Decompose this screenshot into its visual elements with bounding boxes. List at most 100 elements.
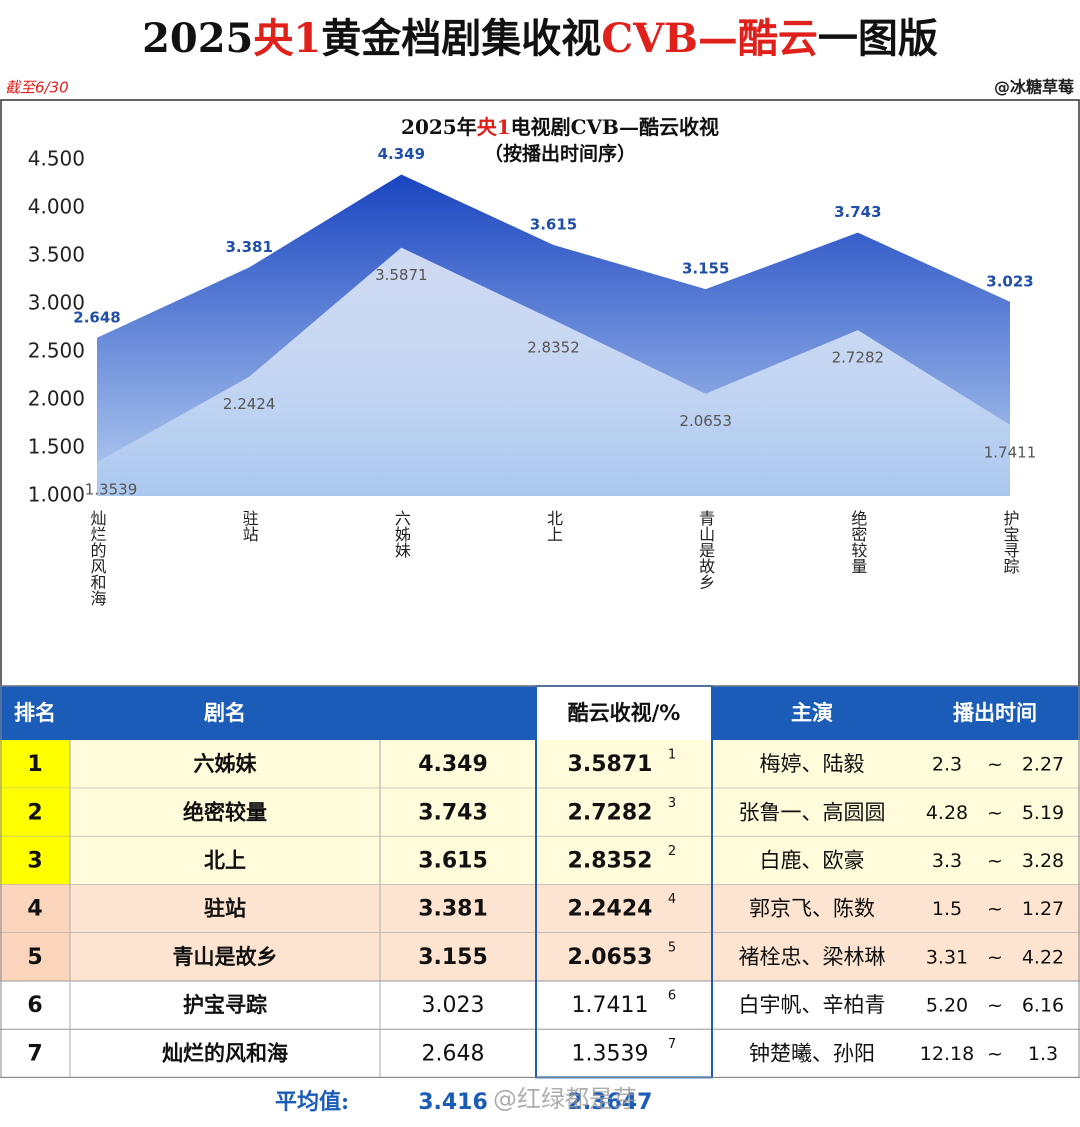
rank: 4	[27, 897, 42, 922]
cvb-average: 3.416	[418, 1090, 488, 1115]
rank-bg	[0, 932, 70, 981]
value-label: 2.2424	[223, 395, 276, 413]
drama-name: 绝密较量	[183, 800, 267, 824]
x-tick-label: 护宝寻踪	[1001, 510, 1020, 575]
end-date: 1.27	[1022, 898, 1064, 920]
chart-subtitle: （按播出时间序）	[484, 142, 636, 165]
cvb: 3.023	[422, 993, 485, 1018]
cvb: 3.615	[418, 849, 488, 874]
actors: 白鹿、欧豪	[760, 849, 865, 873]
kuyun: 3.5871	[568, 752, 653, 777]
title-part: 黄金档剧集收视	[321, 15, 601, 62]
cvb: 3.155	[418, 945, 488, 970]
x-tick-label: 驻站	[240, 510, 259, 542]
start-date: 5.20	[926, 995, 968, 1017]
value-label: 3.023	[986, 272, 1033, 290]
y-tick-label: 3.000	[28, 291, 85, 315]
cvb: 3.381	[418, 897, 488, 922]
title-part: 央1	[253, 15, 321, 62]
drama-name: 驻站	[204, 897, 246, 921]
y-tick-label: 2.000	[28, 387, 85, 411]
header-cell: 排名	[14, 701, 56, 725]
kuyun: 2.2424	[568, 897, 653, 922]
end-date: 1.3	[1028, 1043, 1058, 1065]
y-tick-label: 4.500	[28, 147, 85, 171]
end-date: 4.22	[1022, 946, 1064, 968]
title-part: 2025年	[401, 115, 477, 139]
rank-bg	[0, 884, 70, 933]
table: 排名 剧名 酷云收视/% 主演 播出时间 1 六姊妹 4.349 3.5871 1 梅婷、陆毅 2.3…	[0, 685, 1080, 1079]
y-tick-label: 4.000	[28, 195, 85, 219]
separator: ~	[987, 754, 1003, 776]
header-cell: 播出时间	[953, 701, 1037, 725]
table-frame	[0, 685, 1080, 1078]
start-date: 2.3	[932, 754, 962, 776]
x-tick-label: 灿烂的风和海	[88, 510, 107, 606]
cvb: 4.349	[418, 752, 488, 777]
rank: 5	[27, 945, 42, 970]
row-bg	[0, 884, 1080, 933]
value-label: 3.381	[225, 238, 272, 256]
title-part: 电视剧CVB—酷云收视	[511, 115, 719, 139]
rank: 6	[27, 993, 42, 1018]
start-date: 1.5	[932, 898, 962, 920]
rank: 3	[27, 849, 42, 874]
kuyun: 2.8352	[568, 849, 653, 874]
drama-name: 青山是故乡	[173, 945, 278, 969]
title-part: CVB—酷云	[601, 15, 818, 62]
value-label: 2.0653	[679, 412, 732, 430]
watermark: @红绿都是芽	[493, 1085, 637, 1113]
area	[97, 247, 1010, 496]
actors: 白宇帆、辛柏青	[739, 993, 886, 1017]
kuyun-header-bg	[536, 686, 712, 740]
kuyun-rank: 6	[668, 989, 676, 1004]
value-label: 3.615	[530, 215, 577, 233]
end-date: 3.28	[1022, 850, 1064, 872]
rank: 7	[27, 1041, 42, 1066]
value-label: 2.8352	[527, 338, 580, 356]
rank-bg	[0, 836, 70, 885]
drama-name: 六姊妹	[194, 752, 258, 776]
header-cell: 主演	[791, 701, 833, 725]
kuyun-rank: 3	[668, 796, 676, 811]
row-bg	[0, 932, 1080, 981]
kuyun-rank: 2	[668, 844, 676, 859]
row-bg	[0, 740, 1080, 789]
start-date: 3.3	[932, 850, 962, 872]
cvb: 2.648	[422, 1041, 485, 1066]
value-label: 1.3539	[85, 481, 138, 499]
header-cell: 酷云收视/%	[568, 701, 681, 725]
actors: 梅婷、陆毅	[760, 752, 865, 776]
actors: 郭京飞、陈数	[749, 897, 875, 921]
x-tick-label: 青山是故乡	[696, 510, 715, 590]
kuyun-average: 2.3647	[568, 1090, 653, 1115]
end-date: 5.19	[1022, 802, 1064, 824]
separator: ~	[987, 995, 1003, 1017]
actors: 张鲁一、高圆圆	[739, 800, 886, 824]
drama-name: 北上	[204, 849, 246, 873]
actors: 褚栓忠、梁林琳	[739, 945, 886, 969]
separator: ~	[987, 898, 1003, 920]
start-date: 12.18	[920, 1043, 974, 1065]
start-date: 3.31	[926, 946, 968, 968]
chart-title: 2025年央1电视剧CVB—酷云收视	[401, 115, 719, 139]
actors: 钟楚曦、孙阳	[749, 1041, 875, 1065]
page-title: 2025央1黄金档剧集收视CVB—酷云一图版	[142, 15, 938, 62]
y-tick-label: 1.000	[28, 483, 85, 507]
end-date: 6.16	[1022, 995, 1064, 1017]
value-label: 3.743	[834, 203, 881, 221]
x-tick-label: 六姊妹	[392, 510, 411, 558]
start-date: 4.28	[926, 802, 968, 824]
value-label: 2.7282	[832, 349, 885, 367]
title-part: 2025	[142, 15, 253, 62]
value-label: 2.648	[73, 308, 120, 326]
row-bg	[0, 788, 1080, 837]
y-tick-label: 2.500	[28, 339, 85, 363]
rank: 1	[27, 752, 42, 777]
drama-name: 护宝寻踪	[183, 993, 267, 1017]
rank: 2	[27, 800, 42, 825]
value-label: 1.7411	[984, 443, 1037, 461]
x-tick-label: 绝密较量	[848, 510, 867, 574]
drama-name: 灿烂的风和海	[162, 1041, 288, 1065]
